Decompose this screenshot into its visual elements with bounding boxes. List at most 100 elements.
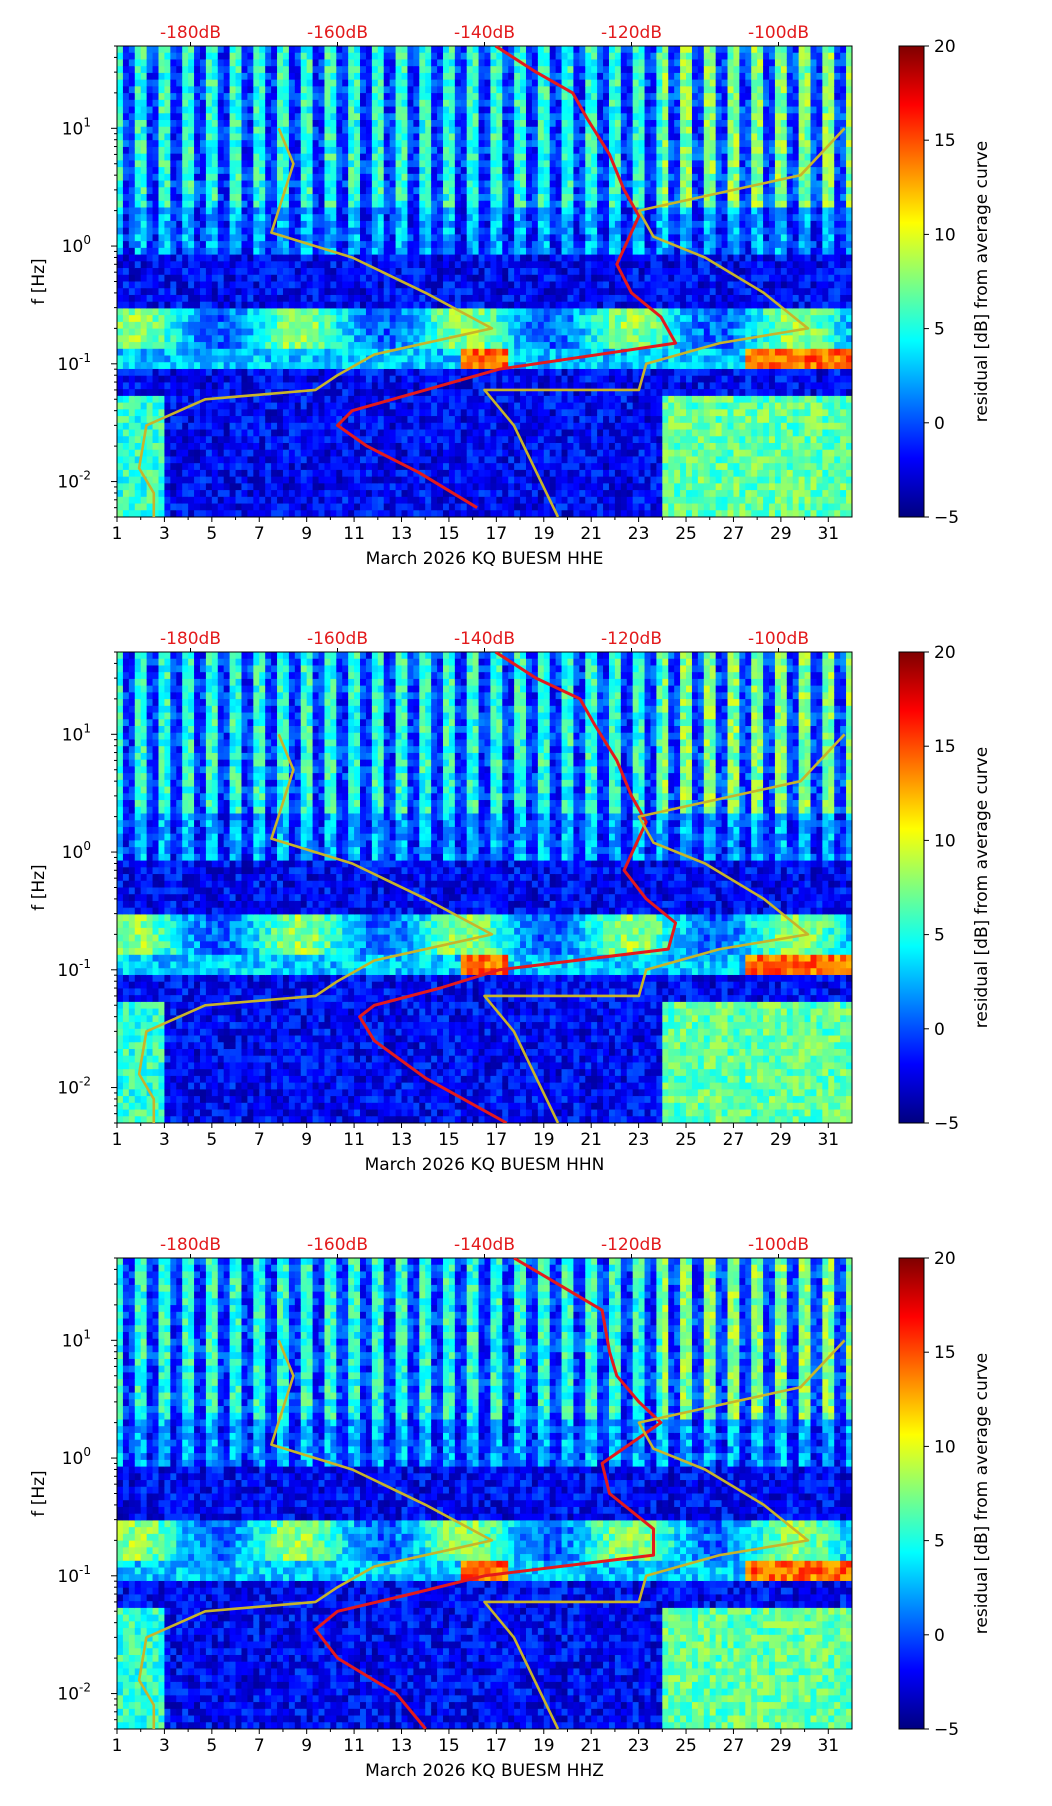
x-tick-label: 9 bbox=[301, 1736, 312, 1756]
x-tick-label: 29 bbox=[770, 1736, 792, 1756]
x-tick-label: 3 bbox=[159, 1130, 170, 1150]
x-tick-label: 17 bbox=[486, 1736, 508, 1756]
colorbar-tick-label: 15 bbox=[934, 1343, 956, 1363]
colorbar-tick-label: 5 bbox=[934, 320, 945, 340]
top-db-label: -120dB bbox=[601, 23, 662, 43]
y-axis-label: f [Hz] bbox=[29, 258, 49, 304]
x-tick-label: 19 bbox=[533, 1736, 555, 1756]
colorbar-tick-label: 10 bbox=[934, 1437, 956, 1457]
top-db-label: -140dB bbox=[454, 23, 515, 43]
x-tick-label: 1 bbox=[112, 1130, 123, 1150]
curves bbox=[137, 46, 846, 517]
colorbar-tick-label: 0 bbox=[934, 414, 945, 434]
colorbar bbox=[898, 651, 925, 1124]
spectrogram bbox=[117, 652, 852, 1123]
y-tick-label: 101 bbox=[62, 115, 91, 139]
y-tick-label: 10-2 bbox=[57, 1681, 91, 1705]
y-tick-label: 101 bbox=[62, 721, 91, 745]
top-db-label: -100dB bbox=[748, 629, 809, 649]
noise_model_high-line bbox=[483, 733, 846, 1123]
x-tick-label: 31 bbox=[817, 1130, 839, 1150]
colorbar-label: residual [dB] from average curve bbox=[972, 1353, 992, 1634]
top-db-label: -120dB bbox=[601, 1235, 662, 1255]
x-tick-label: 5 bbox=[206, 1736, 217, 1756]
x-tick-label: 19 bbox=[533, 1130, 555, 1150]
average_psd-line bbox=[314, 1258, 663, 1729]
colorbar-tick-label: 0 bbox=[934, 1020, 945, 1040]
top-db-label: -180dB bbox=[160, 23, 221, 43]
top-db-label: -160dB bbox=[307, 1235, 368, 1255]
curves bbox=[137, 1258, 846, 1729]
x-tick-label: 13 bbox=[391, 524, 413, 544]
colorbar-tick-label: 20 bbox=[934, 643, 956, 663]
x-tick-label: 15 bbox=[438, 524, 460, 544]
x-tick-label: 7 bbox=[254, 524, 265, 544]
x-tick-label: 3 bbox=[159, 1736, 170, 1756]
x-tick-label: 21 bbox=[580, 1736, 602, 1756]
colorbar-label: residual [dB] from average curve bbox=[972, 141, 992, 422]
x-tick-label: 27 bbox=[723, 1736, 745, 1756]
spectrogram bbox=[117, 46, 852, 517]
noise_model_high-line bbox=[483, 127, 846, 517]
x-tick-label: 11 bbox=[343, 524, 365, 544]
x-tick-label: 11 bbox=[343, 1736, 365, 1756]
x-tick-label: 23 bbox=[628, 1736, 650, 1756]
top-db-label: -120dB bbox=[601, 629, 662, 649]
x-tick-label: 15 bbox=[438, 1736, 460, 1756]
y-axis-label: f [Hz] bbox=[29, 864, 49, 910]
x-tick-label: 25 bbox=[675, 1130, 697, 1150]
colorbar-tick-label: 15 bbox=[934, 737, 956, 757]
x-tick-label: 17 bbox=[486, 1130, 508, 1150]
colorbar-tick-label: 10 bbox=[934, 225, 956, 245]
top-db-label: -160dB bbox=[307, 23, 368, 43]
x-axis-label: March 2026 KQ BUESM HHE bbox=[366, 549, 604, 569]
average_psd-line bbox=[358, 652, 678, 1123]
noise_model_low-line bbox=[137, 1339, 494, 1729]
top-db-label: -140dB bbox=[454, 629, 515, 649]
curves bbox=[137, 652, 846, 1123]
y-tick-label: 10-2 bbox=[57, 1075, 91, 1099]
x-tick-label: 23 bbox=[628, 524, 650, 544]
top-db-label: -160dB bbox=[307, 629, 368, 649]
y-tick-label: 10-1 bbox=[57, 957, 91, 981]
colorbar-tick-label: 15 bbox=[934, 131, 956, 151]
y-tick-label: 101 bbox=[62, 1327, 91, 1351]
x-tick-label: 21 bbox=[580, 524, 602, 544]
average_psd-line bbox=[336, 46, 678, 509]
y-axis-label: f [Hz] bbox=[29, 1470, 49, 1516]
colorbar-tick-label: 5 bbox=[934, 926, 945, 946]
x-tick-label: 31 bbox=[817, 524, 839, 544]
x-tick-label: 5 bbox=[206, 1130, 217, 1150]
x-tick-label: 3 bbox=[159, 524, 170, 544]
colorbar-tick-label: 20 bbox=[934, 37, 956, 57]
x-tick-label: 23 bbox=[628, 1130, 650, 1150]
noise_model_low-line bbox=[137, 127, 494, 517]
x-axis-label: March 2026 KQ BUESM HHN bbox=[365, 1155, 605, 1175]
colorbar-tick-label: −5 bbox=[934, 508, 959, 528]
x-tick-label: 15 bbox=[438, 1130, 460, 1150]
x-tick-label: 7 bbox=[254, 1736, 265, 1756]
y-tick-label: 100 bbox=[62, 233, 91, 257]
colorbar-tick-label: 20 bbox=[934, 1249, 956, 1269]
colorbar-tick-label: 10 bbox=[934, 831, 956, 851]
noise_model_low-line bbox=[137, 733, 494, 1123]
colorbar-tick-label: −5 bbox=[934, 1114, 959, 1134]
noise_model_high-line bbox=[483, 1339, 846, 1729]
x-axis-label: March 2026 KQ BUESM HHZ bbox=[365, 1761, 604, 1781]
x-tick-label: 27 bbox=[723, 524, 745, 544]
y-tick-label: 10-2 bbox=[57, 469, 91, 493]
x-tick-label: 9 bbox=[301, 524, 312, 544]
top-db-label: -180dB bbox=[160, 1235, 221, 1255]
top-db-label: -100dB bbox=[748, 1235, 809, 1255]
x-tick-label: 27 bbox=[723, 1130, 745, 1150]
x-tick-label: 11 bbox=[343, 1130, 365, 1150]
y-tick-label: 10-1 bbox=[57, 351, 91, 375]
top-db-label: -180dB bbox=[160, 629, 221, 649]
y-tick-label: 100 bbox=[62, 839, 91, 863]
colorbar bbox=[898, 1257, 925, 1730]
x-tick-label: 13 bbox=[391, 1130, 413, 1150]
